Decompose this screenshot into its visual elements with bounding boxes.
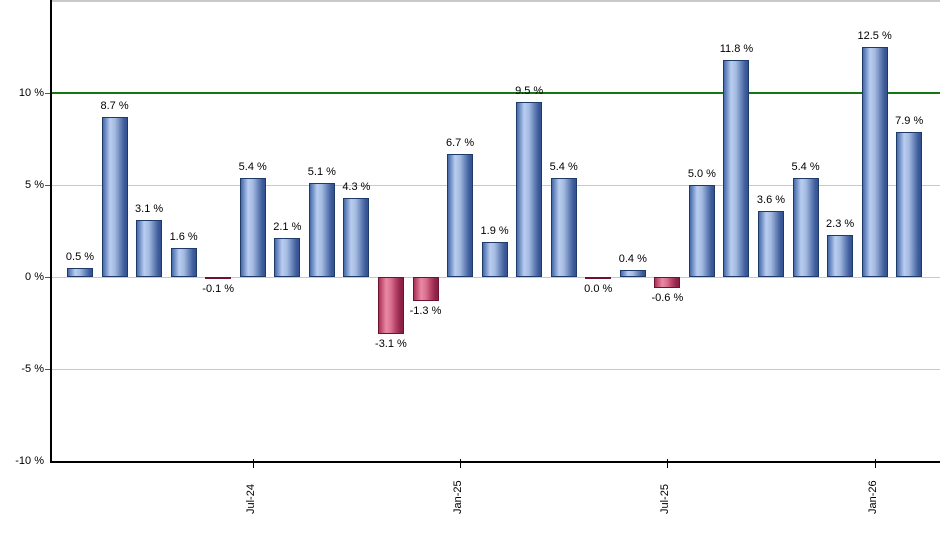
y-tick-mark <box>45 93 50 94</box>
bar-value-label: 0.0 % <box>584 282 613 295</box>
bar <box>412 277 439 301</box>
y-tick-label: 10 % <box>18 87 44 99</box>
y-tick-mark <box>45 185 50 186</box>
bar <box>136 219 163 277</box>
bar-value-label: -0.6 % <box>651 292 684 305</box>
bar-value-label: 1.9 % <box>480 225 509 238</box>
bar <box>758 210 784 277</box>
gridline <box>52 185 940 186</box>
bar <box>792 177 819 277</box>
y-tick-label: 5 % <box>25 179 44 191</box>
bar <box>619 269 646 277</box>
bar <box>239 177 266 277</box>
bar-value-label: 5.0 % <box>687 168 716 180</box>
bar-value-label: 9.5 % <box>515 85 544 98</box>
x-tick-mark <box>874 459 876 468</box>
x-axis-line <box>50 461 940 463</box>
bar-value-label: 7.9 % <box>895 114 924 127</box>
bar-value-label: 6.7 % <box>445 136 475 149</box>
bar-value-label: 2.1 % <box>273 221 302 234</box>
x-tick-mark <box>252 459 254 468</box>
bar <box>343 197 370 277</box>
bar <box>308 183 335 277</box>
bar <box>688 185 715 277</box>
bar-value-label: 3.6 % <box>756 193 786 206</box>
bar-value-label: 5.4 % <box>238 160 267 173</box>
bar <box>654 277 681 289</box>
bar <box>585 277 612 279</box>
bar-value-label: -0.1 % <box>202 282 235 295</box>
bar-value-label: 0.5 % <box>65 250 95 263</box>
y-tick-label: 0 % <box>25 271 44 283</box>
bar-value-label: 5.1 % <box>307 166 336 179</box>
y-tick-mark <box>45 277 50 278</box>
x-tick-label: Jan-25 <box>452 480 465 514</box>
bar <box>481 242 508 277</box>
bar-value-label: -3.1 % <box>375 338 407 351</box>
bar <box>377 277 404 335</box>
gridline <box>52 369 940 370</box>
y-axis-line <box>50 0 52 463</box>
bar-value-label: 8.7 % <box>100 99 129 112</box>
bar-value-label: 4.3 % <box>342 180 371 193</box>
bar-value-label: 5.4 % <box>549 160 578 173</box>
bar-value-label: -1.3 % <box>409 304 442 317</box>
bar <box>861 47 888 277</box>
bar <box>896 131 923 277</box>
bar-value-label: 1.6 % <box>169 230 198 243</box>
reference-line <box>52 92 940 94</box>
bar <box>827 234 854 277</box>
bar-value-label: 0.4 % <box>618 252 647 265</box>
bar <box>170 247 197 277</box>
y-tick-mark <box>45 369 50 370</box>
bar <box>516 102 543 277</box>
bar <box>205 277 232 279</box>
bar-value-label: 3.1 % <box>135 202 164 215</box>
bar <box>67 267 93 277</box>
x-tick-label: Jul-25 <box>659 484 672 514</box>
bar <box>274 238 301 277</box>
bar-value-label: 2.3 % <box>826 217 855 230</box>
x-tick-label: Jul-24 <box>244 484 257 514</box>
bar-value-label: 11.8 % <box>719 42 754 55</box>
x-tick-mark <box>460 459 462 468</box>
bar <box>723 59 750 277</box>
bar <box>101 116 128 277</box>
y-tick-label: -5 % <box>21 363 44 375</box>
bar <box>550 177 577 277</box>
x-tick-label: Jan-26 <box>866 480 879 514</box>
bar-value-label: 5.4 % <box>791 160 820 173</box>
bar-value-label: 12.5 % <box>857 30 892 42</box>
plot-top-border <box>50 0 940 2</box>
x-tick-mark <box>667 459 669 468</box>
bar <box>447 153 474 277</box>
gridline <box>52 277 940 278</box>
y-tick-label: -10 % <box>15 455 44 467</box>
